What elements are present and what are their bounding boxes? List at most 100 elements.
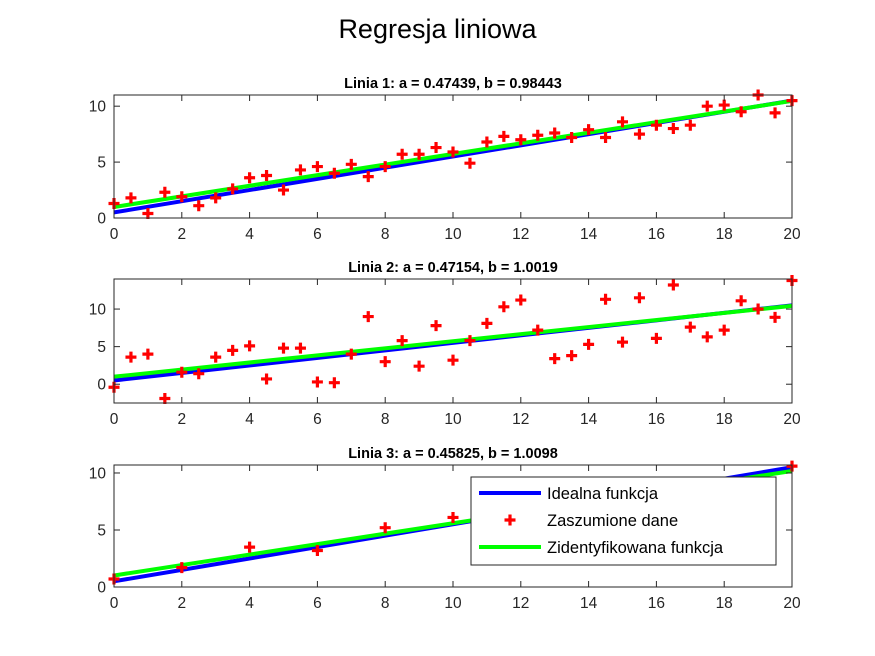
legend-label: Zidentyfikowana funkcja	[547, 539, 724, 557]
y-tick-label: 0	[97, 211, 106, 228]
y-tick-label: 10	[89, 302, 107, 319]
y-tick-label: 5	[97, 339, 106, 356]
noisy-data-point	[413, 148, 425, 160]
noisy-data-point	[413, 360, 425, 372]
x-tick-label: 8	[381, 226, 390, 243]
noisy-data-point	[684, 321, 696, 333]
legend-entry: Zidentyfikowana funkcja	[479, 539, 724, 557]
noisy-data-point	[583, 338, 595, 350]
x-tick-label: 4	[245, 595, 254, 612]
x-tick-label: 12	[512, 226, 529, 243]
noisy-data-point	[633, 292, 645, 304]
noisy-data-point	[210, 351, 222, 363]
noisy-data-point	[735, 106, 747, 118]
x-tick-label: 14	[580, 595, 598, 612]
noisy-data-point	[650, 332, 662, 344]
y-tick-label: 5	[97, 522, 106, 539]
x-tick-label: 16	[648, 595, 665, 612]
legend-entry: Idealna funkcja	[479, 485, 659, 503]
noisy-data-point	[294, 164, 306, 176]
noisy-data-point	[362, 171, 374, 183]
noisy-data-point	[176, 562, 188, 574]
identified-function-line	[114, 303, 792, 379]
x-tick-label: 18	[716, 411, 733, 428]
noisy-data-point	[294, 342, 306, 354]
noisy-data-point	[311, 376, 323, 388]
noisy-data-point	[701, 100, 713, 112]
noisy-data-point	[159, 392, 171, 404]
noisy-data-point	[566, 131, 578, 143]
noisy-data-point	[430, 320, 442, 332]
noisy-data-point	[447, 146, 459, 158]
noisy-data-point	[125, 351, 137, 363]
legend-label: Zaszumione dane	[547, 512, 678, 530]
noisy-data-point	[379, 522, 391, 534]
noisy-data-point	[430, 142, 442, 154]
noisy-data-point	[667, 123, 679, 135]
noisy-data-point	[498, 130, 510, 142]
noisy-data-point	[600, 131, 612, 143]
noisy-data-point	[193, 368, 205, 380]
noisy-data-point	[328, 377, 340, 389]
noisy-data-point	[617, 336, 628, 348]
noisy-data-point	[278, 184, 289, 196]
noisy-data-point	[227, 183, 239, 195]
x-tick-label: 4	[245, 411, 254, 428]
y-tick-label: 0	[97, 580, 106, 597]
noisy-data-point	[481, 317, 493, 329]
x-tick-label: 10	[444, 595, 462, 612]
noisy-data-point	[362, 311, 374, 323]
noisy-data-point	[515, 294, 527, 306]
noisy-data-point	[650, 119, 662, 131]
noisy-data-point	[752, 303, 764, 315]
noisy-data-point	[261, 373, 273, 385]
x-tick-label: 10	[444, 226, 462, 243]
noisy-data-point	[159, 186, 171, 198]
noisy-data-point	[566, 350, 578, 362]
x-tick-label: 20	[783, 595, 801, 612]
noisy-data-point	[549, 127, 561, 139]
x-tick-label: 0	[110, 411, 119, 428]
noisy-data-point	[261, 170, 273, 182]
noisy-data-point	[447, 511, 459, 523]
noisy-data-point	[633, 128, 645, 140]
x-tick-label: 18	[716, 595, 733, 612]
noisy-data-point	[481, 136, 493, 148]
noisy-data-point	[515, 134, 527, 146]
noisy-data-point	[464, 335, 476, 347]
noisy-data-point	[549, 353, 561, 365]
y-tick-label: 10	[89, 465, 107, 482]
noisy-data-point	[718, 324, 730, 336]
x-tick-label: 0	[110, 595, 119, 612]
noisy-data-point	[193, 200, 205, 212]
x-tick-label: 6	[313, 411, 322, 428]
y-tick-label: 5	[97, 155, 106, 172]
x-tick-label: 2	[177, 226, 186, 243]
x-tick-label: 8	[381, 595, 390, 612]
x-tick-label: 12	[512, 595, 529, 612]
axes-panel-2: 0 2 4 6 8 10 12 14 16 18 20 0 5 10 Linia 2: a = 0.4715…	[89, 260, 801, 428]
x-tick-label: 6	[313, 595, 322, 612]
noisy-data-point	[244, 172, 256, 184]
noisy-data-point	[617, 116, 628, 128]
x-tick-label: 18	[716, 226, 733, 243]
x-tick-label: 20	[783, 411, 801, 428]
noisy-data-point	[447, 354, 459, 366]
noisy-data-point	[345, 158, 357, 170]
x-tick-label: 12	[512, 411, 529, 428]
noisy-data-point	[311, 161, 323, 173]
noisy-data-point	[735, 295, 747, 307]
noisy-data-point	[125, 192, 137, 204]
noisy-data-point	[176, 191, 188, 203]
noisy-data-point	[142, 208, 154, 220]
x-tick-label: 2	[177, 595, 186, 612]
axes-panel-1: 0 2 4 6 8 10 12 14 16 18 20 0 5 10 Linia 1: a = 0.4743…	[89, 76, 801, 243]
axes-title: Linia 1: a = 0.47439, b = 0.98443	[344, 76, 562, 92]
noisy-data-point	[498, 301, 510, 313]
x-tick-label: 2	[177, 411, 186, 428]
noisy-data-point	[379, 356, 391, 368]
noisy-data-point	[600, 293, 612, 305]
x-tick-label: 14	[580, 411, 598, 428]
